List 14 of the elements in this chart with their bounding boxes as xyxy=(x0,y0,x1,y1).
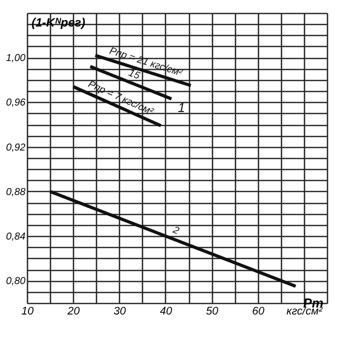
y-tick-label: 0,80 xyxy=(6,276,26,288)
y-tick-label: 0,84 xyxy=(6,232,26,243)
x-tick-label: 60 xyxy=(252,306,266,318)
y-tick-label: 1,00 xyxy=(6,53,26,64)
x-tick-label: 50 xyxy=(206,306,220,318)
y-tick-label: 0,96 xyxy=(6,98,26,109)
x-tick-label: 30 xyxy=(114,306,127,318)
x-tick-label: 40 xyxy=(160,306,173,318)
y-tick-label: 0,88 xyxy=(6,186,26,198)
x-tick-label: 20 xyxy=(66,306,81,318)
text: 2 xyxy=(170,224,181,238)
y-tick-label: 0,92 xyxy=(6,142,26,154)
annotation: 1 xyxy=(178,100,186,115)
x-tick-label: 10 xyxy=(21,306,34,318)
